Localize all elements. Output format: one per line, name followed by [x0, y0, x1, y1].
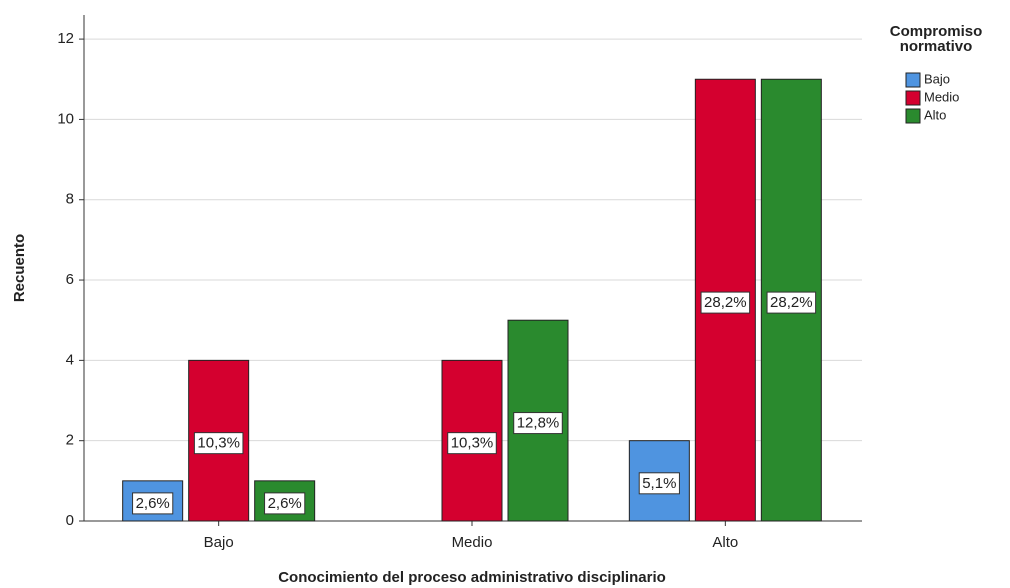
legend-label: Bajo	[924, 71, 950, 86]
data-label-box	[447, 432, 497, 455]
legend-swatch	[905, 72, 921, 88]
legend-swatch	[905, 90, 921, 106]
data-label: 28,2%	[770, 294, 813, 311]
data-label: 10,3%	[451, 435, 494, 452]
data-label-box	[513, 412, 563, 435]
y-tick-label: 6	[66, 271, 74, 288]
x-tick-label: Medio	[452, 534, 493, 551]
data-label-box	[132, 492, 174, 515]
data-label: 2,6%	[268, 495, 302, 512]
data-label: 12,8%	[517, 415, 560, 432]
legend-swatch	[905, 108, 921, 124]
y-tick-label: 0	[66, 512, 74, 529]
data-label-box	[264, 492, 306, 515]
x-tick-label: Bajo	[204, 534, 234, 551]
y-tick-label: 8	[66, 191, 74, 208]
y-tick-label: 4	[66, 351, 74, 368]
data-label-box	[193, 432, 244, 455]
legend-title: Compromiso normativo	[889, 23, 983, 55]
y-tick-label: 2	[66, 432, 74, 449]
y-tick-label: 12	[57, 30, 74, 47]
data-label-box	[700, 291, 751, 314]
data-label-box	[766, 291, 817, 314]
data-label: 2,6%	[136, 495, 170, 512]
y-axis-label: Recuento	[11, 234, 28, 302]
data-label-box	[638, 472, 680, 495]
x-axis-label: Conocimiento del proceso administrativo …	[278, 569, 666, 586]
data-label: 10,3%	[197, 435, 240, 452]
data-label: 28,2%	[704, 294, 747, 311]
x-tick-label: Alto	[712, 534, 738, 551]
legend-label: Medio	[924, 89, 959, 104]
data-label: 5,1%	[642, 475, 676, 492]
y-tick-label: 10	[57, 110, 74, 127]
legend-label: Alto	[924, 107, 946, 122]
